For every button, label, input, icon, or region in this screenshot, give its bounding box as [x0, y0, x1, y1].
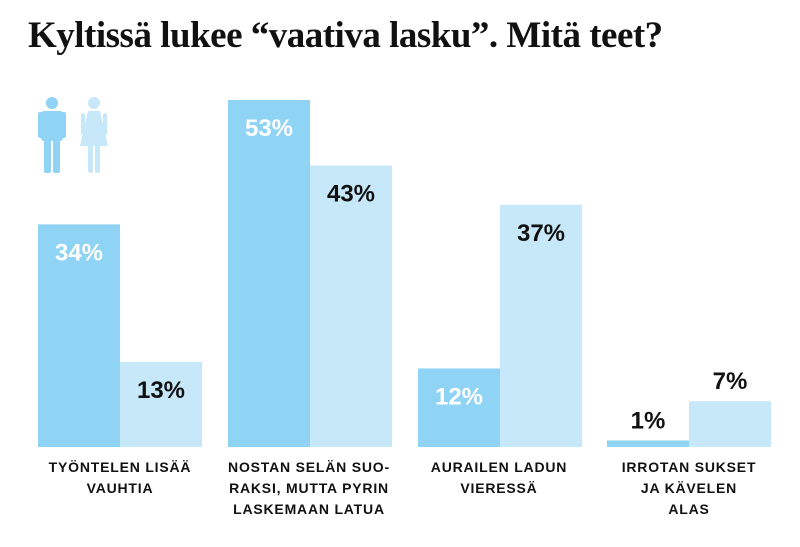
category-label: IRROTAN SUKSET JA KÄVELEN ALAS: [621, 459, 757, 517]
bar: [607, 440, 689, 447]
bar: [120, 361, 202, 447]
bar-value-label: 34%: [55, 239, 103, 266]
bar-value-label: 13%: [137, 377, 185, 404]
bar: [310, 165, 392, 448]
category-label: AURAILEN LADUN VIERESSÄ: [430, 459, 568, 496]
bar: [689, 401, 771, 447]
bar: [38, 224, 120, 447]
category-label: NOSTAN SELÄN SUO- RAKSI, MUTTA PYRIN LAS…: [228, 459, 390, 517]
bar-value-label: 43%: [327, 180, 375, 207]
bar-value-label: 37%: [517, 220, 565, 247]
chart-title: Kyltissä lukee “vaativa lasku”. Mitä tee…: [28, 15, 663, 56]
category-label: TYÖNTELEN LISÄÄ VAUHTIA: [48, 459, 192, 496]
female-figure-icon: [80, 97, 108, 173]
bar-value-label: 7%: [713, 368, 748, 395]
bar: [418, 368, 500, 447]
bar-value-label: 53%: [245, 115, 293, 142]
bar-value-label: 1%: [631, 407, 666, 434]
male-figure-icon: [38, 97, 66, 173]
bar: [228, 100, 310, 447]
bar: [500, 204, 582, 447]
bar-value-label: 12%: [435, 383, 483, 410]
